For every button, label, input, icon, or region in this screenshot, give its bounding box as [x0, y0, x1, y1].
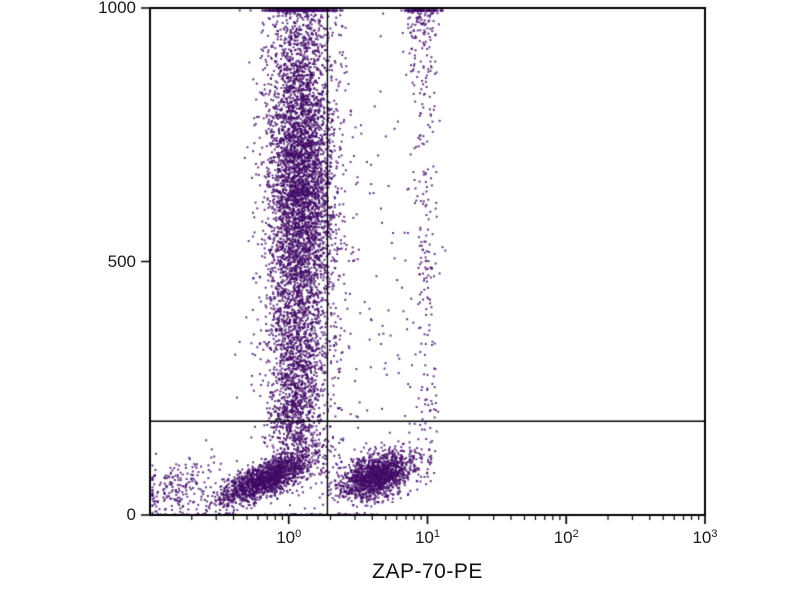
y-tick-label: 0: [126, 505, 136, 524]
x-tick-label: 100: [276, 528, 302, 547]
x-tick-label: 102: [553, 528, 579, 547]
y-tick-label: 500: [107, 251, 136, 271]
x-axis-label: ZAP-70-PE: [372, 560, 483, 583]
x-tick-label: 103: [692, 528, 718, 547]
x-tick-label: 101: [414, 528, 441, 547]
y-tick-label: 1000: [98, 0, 136, 17]
